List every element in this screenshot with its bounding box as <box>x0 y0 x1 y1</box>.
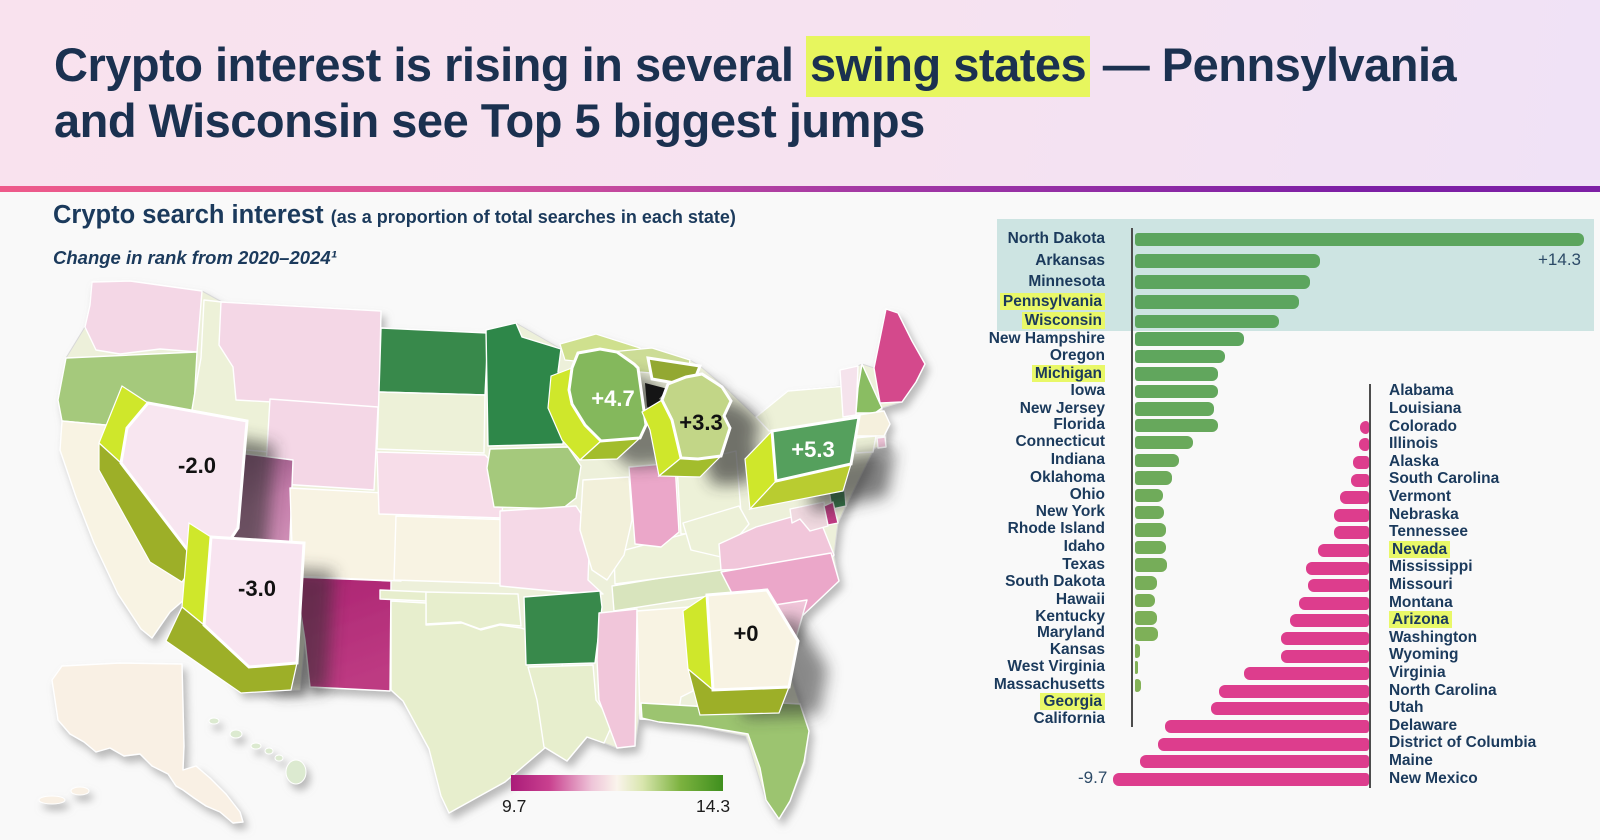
svg-text:+5.3: +5.3 <box>791 437 834 462</box>
svg-text:-2.0: -2.0 <box>178 453 216 478</box>
svg-text:+3.3: +3.3 <box>679 410 722 435</box>
svg-text:14.3: 14.3 <box>696 796 730 816</box>
svg-text:+0: +0 <box>733 621 758 646</box>
svg-text:-3.0: -3.0 <box>238 576 276 601</box>
svg-text:9.7: 9.7 <box>502 796 526 816</box>
svg-text:+4.7: +4.7 <box>591 386 634 411</box>
